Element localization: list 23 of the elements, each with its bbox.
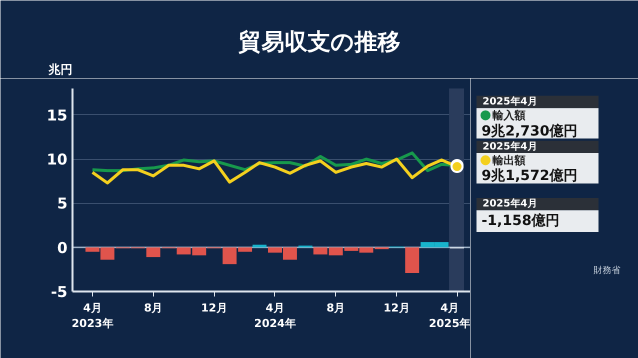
x-tick-label: 4月 2024年 [254,302,296,330]
legend-label: 輸入額 [492,108,526,122]
text: 2025年4月 [482,198,538,210]
legend-label: 輸出額 [492,154,526,167]
x-tick-label: 4月 2025年 [428,302,471,330]
annotation: 9兆1,572億円 [482,167,578,184]
y-tick-label: 10 [46,150,68,169]
y-axis-title: 兆円 [48,62,72,76]
text: 財務省 [594,265,620,276]
text: 2025年4月 [482,95,538,108]
annotation: 9兆2,730億円 [482,122,578,140]
x-tick-label: 4月 2023年 [72,302,114,330]
x-tick-label: 8月 [326,302,346,314]
y-tick-label: 5 [57,194,68,213]
y-tick-label: 15 [46,106,68,124]
text: 2025年4月 [482,140,538,152]
y-tick-label: 0 [57,238,68,257]
chart-title: 貿易収支の推移 [238,30,400,56]
y-tick-label: -5 [50,283,68,301]
x-tick-label: 8月 [144,302,163,314]
text: -1,158億円 [482,212,560,230]
x-tick-label: 12月 [384,302,410,314]
x-tick-label: 12月 [200,302,228,314]
